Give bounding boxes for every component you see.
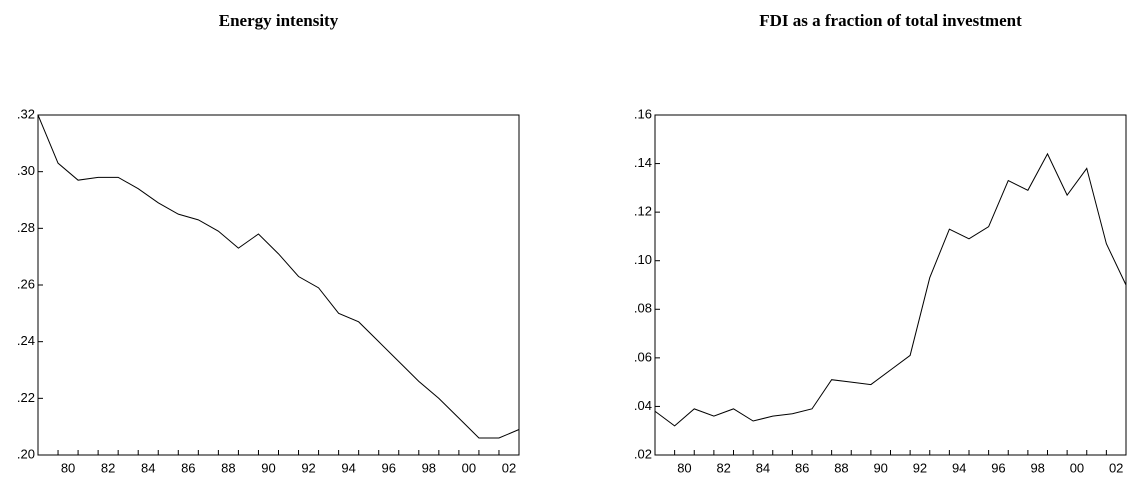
x-tick-label: 90 bbox=[261, 460, 275, 475]
x-tick-label: 92 bbox=[301, 460, 315, 475]
y-tick-label: .26 bbox=[17, 276, 35, 291]
y-tick-label: .02 bbox=[634, 446, 652, 461]
x-tick-label: 94 bbox=[341, 460, 355, 475]
plot-frame bbox=[654, 114, 1127, 456]
data-line bbox=[37, 114, 520, 439]
x-tick-label: 96 bbox=[991, 460, 1005, 475]
y-tick-label: .22 bbox=[17, 390, 35, 405]
y-tick-label: .14 bbox=[634, 155, 652, 170]
x-tick-label: 98 bbox=[1030, 460, 1044, 475]
x-tick-label: 88 bbox=[834, 460, 848, 475]
panel: Energy intensity .20 .22 .24 .26 .28 .30 .32 80 8… bbox=[17, 11, 520, 475]
y-tick-label: .16 bbox=[634, 106, 652, 121]
x-tick-label: 82 bbox=[716, 460, 730, 475]
x-tick-label: 84 bbox=[141, 460, 155, 475]
x-tick-label: 86 bbox=[181, 460, 195, 475]
x-tick-label: 98 bbox=[422, 460, 436, 475]
x-tick-label: 96 bbox=[381, 460, 395, 475]
y-tick-label: .28 bbox=[17, 220, 35, 235]
y-tick-label: .08 bbox=[634, 301, 652, 316]
y-tick-label: .32 bbox=[17, 106, 35, 121]
x-tick-label: 80 bbox=[677, 460, 691, 475]
y-tick-label: .10 bbox=[634, 252, 652, 267]
chart-title: FDI as a fraction of total investment bbox=[759, 11, 1022, 30]
chart-title: Energy intensity bbox=[219, 11, 339, 30]
x-tick-label: 02 bbox=[502, 460, 516, 475]
x-tick-label: 94 bbox=[952, 460, 966, 475]
data-line bbox=[654, 152, 1127, 427]
x-tick-label: 90 bbox=[873, 460, 887, 475]
x-tick-label: 86 bbox=[795, 460, 809, 475]
y-tick-label: .12 bbox=[634, 204, 652, 219]
y-tick-label: .30 bbox=[17, 163, 35, 178]
x-tick-label: 02 bbox=[1109, 460, 1123, 475]
panel: FDI as a fraction of total investment .02… bbox=[634, 11, 1127, 475]
x-tick-label: 00 bbox=[1070, 460, 1084, 475]
y-tick-label: .04 bbox=[634, 398, 652, 413]
x-tick-label: 82 bbox=[101, 460, 115, 475]
x-tick-label: 80 bbox=[61, 460, 75, 475]
x-tick-label: 88 bbox=[221, 460, 235, 475]
x-tick-label: 92 bbox=[913, 460, 927, 475]
plot-frame bbox=[37, 114, 520, 456]
y-tick-label: .06 bbox=[634, 349, 652, 364]
y-tick-label: .20 bbox=[17, 446, 35, 461]
x-tick-label: 84 bbox=[756, 460, 770, 475]
x-tick-label: 00 bbox=[462, 460, 476, 475]
y-tick-label: .24 bbox=[17, 333, 35, 348]
